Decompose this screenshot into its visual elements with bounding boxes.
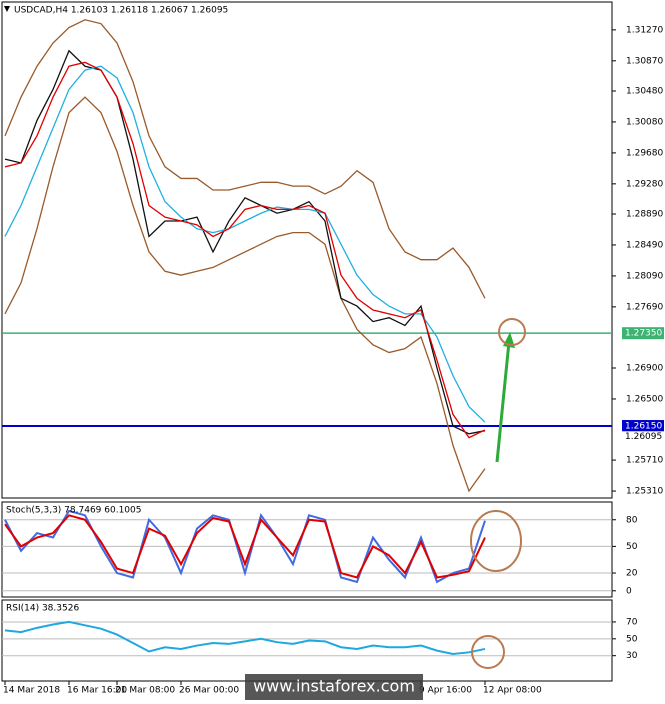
y-tick-label: 1.28890 [626, 210, 663, 220]
highlight-circle [471, 635, 505, 669]
y-tick-label: 1.30870 [626, 56, 663, 66]
series-line [4, 96, 486, 493]
series-line [4, 509, 486, 584]
y-tick-label: 1.26900 [626, 364, 663, 374]
level-label-box [622, 327, 664, 340]
watermark: www.instaforex.com [253, 677, 415, 696]
series-line [4, 49, 486, 435]
x-tick-label: 16 Mar 16:00 [67, 686, 127, 696]
level-label-box [622, 420, 664, 433]
stoch-frame [1, 501, 613, 598]
series-line [4, 65, 486, 423]
y-tick-label: 0 [626, 586, 632, 596]
series-line [4, 61, 486, 439]
panel-title: USDCAD,H4 1.26103 1.26118 1.26067 1.2609… [14, 6, 228, 16]
y-tick-label: 1.25310 [626, 487, 663, 497]
y-tick-label: 1.28090 [626, 271, 663, 281]
panel-title: RSI(14) 38.3526 [6, 604, 79, 614]
y-tick-label: 1.30480 [626, 86, 663, 96]
y-tick-label: 1.29280 [626, 179, 663, 189]
x-tick-label: 12 Apr 08:00 [483, 686, 542, 696]
x-tick-label: 26 Mar 00:00 [179, 686, 239, 696]
x-tick-label: 9 Apr 16:00 [419, 686, 472, 696]
y-tick-label: 1.30080 [626, 117, 663, 127]
x-tick-label: 14 Mar 2018 [3, 686, 60, 696]
series-line [4, 19, 486, 299]
panel-title: Stoch(5,3,3) 78.7469 60.1005 [6, 506, 141, 516]
series-line [4, 620, 486, 656]
y-tick-label: 1.28490 [626, 240, 663, 250]
level-label: 1.26150 [625, 422, 662, 432]
title-arrow [4, 6, 10, 12]
y-tick-label: 1.26500 [626, 394, 663, 404]
y-tick-label: 1.25710 [626, 456, 663, 466]
y-tick-label: 50 [626, 542, 638, 552]
series-line [4, 514, 486, 579]
y-tick-label: 1.31270 [626, 25, 663, 35]
highlight-circle [470, 510, 522, 572]
last-price: 1.26095 [625, 432, 662, 442]
x-tick-label: 21 Mar 08:00 [115, 686, 175, 696]
watermark-box [245, 674, 423, 700]
last-price-box [622, 431, 664, 442]
y-tick-label: 1.29680 [626, 148, 663, 158]
level-label: 1.27350 [625, 329, 662, 339]
y-tick-label: 30 [626, 651, 638, 661]
y-tick-label: 80 [626, 515, 638, 525]
main-frame [1, 1, 613, 499]
highlight-circle [498, 318, 526, 346]
y-tick-label: 20 [626, 569, 638, 579]
y-tick-label: 1.27690 [626, 302, 663, 312]
y-tick-label: 50 [626, 634, 638, 644]
y-tick-label: 70 [626, 617, 638, 627]
target-arrow [495, 341, 511, 463]
